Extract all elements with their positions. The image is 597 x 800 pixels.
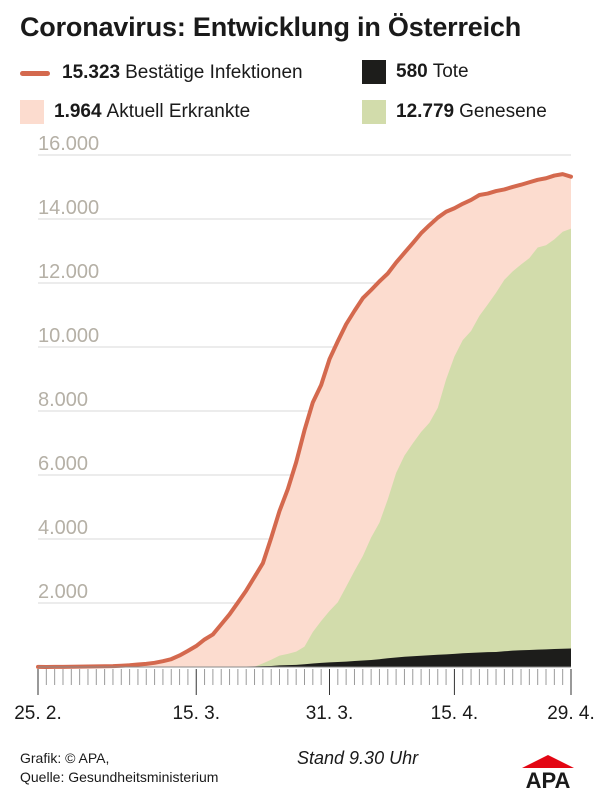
legend-label: Tote bbox=[432, 61, 469, 82]
apa-logo-roof bbox=[522, 755, 574, 768]
stand-text: Stand 9.30 Uhr bbox=[297, 748, 419, 768]
legend-value: 1.964 bbox=[54, 101, 102, 122]
source-text: Quelle: Gesundheitsministerium bbox=[20, 769, 219, 785]
x-tick-label: 15. 4. bbox=[431, 703, 479, 724]
legend-box-swatch bbox=[362, 100, 386, 124]
legend-erkrankte: 1.964 Aktuell Erkrankte bbox=[20, 100, 250, 124]
legend-box-swatch bbox=[20, 100, 44, 124]
y-tick-label: 6.000 bbox=[38, 453, 88, 475]
legend-value: 15.323 bbox=[62, 62, 121, 83]
legend-label: Aktuell Erkrankte bbox=[106, 101, 251, 122]
area-genesene bbox=[38, 228, 571, 667]
y-tick-label: 14.000 bbox=[38, 197, 99, 219]
credit-text: Grafik: © APA, bbox=[20, 750, 110, 766]
legend-value: 580 bbox=[396, 61, 428, 82]
legend-line-swatch bbox=[20, 70, 50, 76]
line-bestaetigte-infektionen bbox=[36, 172, 573, 669]
legend-value: 12.779 bbox=[396, 101, 455, 122]
y-tick-label: 8.000 bbox=[38, 389, 88, 411]
y-axis-labels: 2.000 4.000 6.000 8.000 10.000 12.000 14.000 16… bbox=[38, 133, 99, 603]
y-tick-label: 12.000 bbox=[38, 261, 99, 283]
legend-infektionen: 15.323 Bestätige Infektionen bbox=[20, 62, 303, 84]
legend-tote: 580 Tote bbox=[362, 60, 469, 84]
y-tick-label: 10.000 bbox=[38, 325, 99, 347]
x-axis: 25. 2. 15. 3. 31. 3. 15. 4. 29. 4. bbox=[14, 666, 595, 724]
legend-genesene: 12.779 Genesene bbox=[362, 100, 547, 124]
legend-label: Bestätige Infektionen bbox=[125, 62, 303, 83]
y-tick-label: 16.000 bbox=[38, 133, 99, 155]
x-tick-label: 29. 4. bbox=[547, 703, 595, 724]
y-tick-label: 4.000 bbox=[38, 517, 88, 539]
apa-logo: APA bbox=[522, 755, 574, 789]
chart-areas bbox=[36, 172, 573, 669]
area-chart: 2.000 4.000 6.000 8.000 10.000 12.000 14.000 16… bbox=[14, 133, 595, 724]
area-tote bbox=[38, 648, 571, 667]
x-tick-label: 31. 3. bbox=[306, 703, 354, 724]
apa-logo-text: APA bbox=[526, 768, 571, 789]
legend-label: Genesene bbox=[459, 101, 547, 122]
x-tick-label: 25. 2. bbox=[14, 703, 62, 724]
legend-box-swatch bbox=[362, 60, 386, 84]
chart-title: Coronavirus: Entwicklung in Österreich bbox=[20, 12, 521, 42]
y-tick-label: 2.000 bbox=[38, 581, 88, 603]
x-tick-label: 15. 3. bbox=[172, 703, 220, 724]
